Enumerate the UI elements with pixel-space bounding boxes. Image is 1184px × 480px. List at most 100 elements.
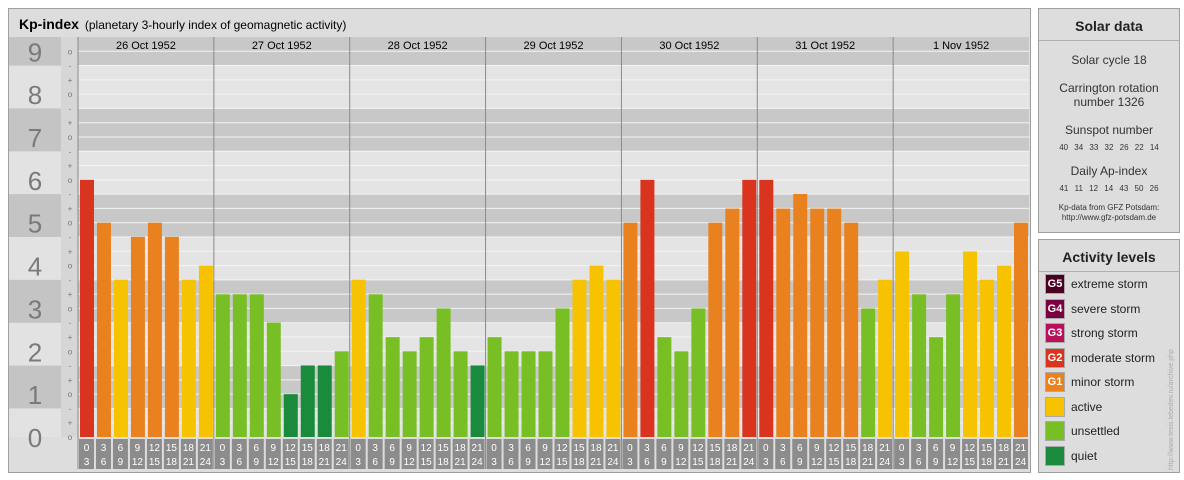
carrington-line1: Carrington rotation	[1059, 81, 1159, 95]
kp-bar	[266, 322, 281, 437]
minor-tick-label: -	[69, 362, 72, 371]
interval-start-label: 12	[556, 443, 568, 454]
minor-tick-label: -	[69, 319, 72, 328]
kp-bar	[538, 351, 553, 437]
y-tick-label: 2	[28, 337, 42, 367]
activity-levels-panel: Activity levels G5 extreme storm G4 severe …	[1038, 239, 1180, 473]
interval-box	[146, 439, 162, 469]
interval-end-label: 15	[285, 457, 297, 468]
interval-box	[248, 439, 264, 469]
interval-start-label: 3	[101, 443, 107, 454]
interval-box	[418, 439, 434, 469]
kp-bar	[589, 265, 604, 437]
interval-start-label: 3	[237, 443, 243, 454]
interval-start-label: 21	[879, 443, 891, 454]
kp-bar	[878, 279, 893, 437]
kp-bar	[487, 337, 502, 437]
interval-end-label: 3	[84, 457, 90, 468]
activity-label: extreme storm	[1071, 277, 1148, 291]
kp-bar	[436, 308, 451, 437]
activity-label: active	[1071, 399, 1103, 414]
interval-box	[316, 439, 332, 469]
kp-bar	[249, 294, 264, 437]
minor-tick-label: o	[68, 304, 73, 313]
interval-box	[384, 439, 400, 469]
kp-bar	[368, 294, 383, 437]
axis-band	[9, 322, 61, 366]
kp-bar	[776, 208, 791, 437]
interval-box	[1013, 439, 1028, 469]
interval-box	[928, 439, 944, 469]
kp-bar	[283, 394, 298, 437]
activity-swatch: G3	[1045, 323, 1065, 343]
minor-tick-label: -	[69, 190, 72, 199]
interval-box	[809, 439, 825, 469]
interval-start-label: 15	[573, 443, 585, 454]
interval-end-label: 24	[336, 457, 348, 468]
interval-end-label: 18	[573, 457, 585, 468]
kp-bar	[181, 279, 196, 437]
axis-band	[9, 279, 61, 323]
interval-box	[571, 439, 587, 469]
interval-end-label: 9	[389, 457, 395, 468]
kp-bar	[929, 337, 944, 437]
interval-start-label: 18	[998, 443, 1010, 454]
minor-tick-label: -	[69, 62, 72, 71]
interval-start-label: 0	[491, 443, 497, 454]
interval-end-label: 24	[607, 457, 619, 468]
y-tick-label: 0	[28, 423, 42, 453]
interval-start-label: 0	[763, 443, 769, 454]
interval-box	[486, 439, 502, 469]
carrington-line2: number 1326	[1073, 95, 1145, 109]
kp-band	[78, 236, 1029, 280]
interval-box	[945, 439, 961, 469]
day-label: 28 Oct 1952	[388, 40, 448, 52]
interval-box	[333, 439, 349, 469]
interval-start-label: 15	[981, 443, 993, 454]
axis-band	[9, 408, 61, 437]
y-tick-label: 4	[28, 252, 42, 282]
day-label: 27 Oct 1952	[252, 40, 312, 52]
interval-box	[690, 439, 706, 469]
interval-end-label: 15	[421, 457, 433, 468]
kp-bar	[351, 279, 366, 437]
interval-box	[979, 439, 995, 469]
interval-end-label: 15	[964, 457, 976, 468]
interval-end-label: 12	[404, 457, 416, 468]
minor-tick-label: +	[68, 333, 73, 342]
interval-box	[826, 439, 842, 469]
interval-start-label: 6	[389, 443, 395, 454]
interval-box	[554, 439, 570, 469]
kp-band	[78, 194, 1029, 237]
interval-end-label: 21	[590, 457, 602, 468]
kp-bar	[606, 279, 621, 437]
solar-data-panel: Solar data Solar cycle 18 Carrington rot…	[1038, 8, 1180, 233]
activity-swatch: G5	[1045, 274, 1065, 294]
interval-start-label: 12	[964, 443, 976, 454]
interval-start-label: 3	[372, 443, 378, 454]
activity-label: minor storm	[1071, 375, 1135, 389]
interval-start-label: 21	[607, 443, 619, 454]
minor-tick-label: +	[68, 119, 73, 128]
interval-start-label: 9	[406, 443, 412, 454]
interval-start-label: 15	[438, 443, 450, 454]
interval-box	[520, 439, 536, 469]
interval-end-label: 3	[355, 457, 361, 468]
minor-tick-label: +	[68, 247, 73, 256]
activity-level-minor-storm: G1 minor storm	[1045, 372, 1134, 392]
interval-end-label: 21	[319, 457, 331, 468]
interval-end-label: 21	[183, 457, 195, 468]
interval-start-label: 0	[355, 443, 361, 454]
interval-end-label: 12	[268, 457, 280, 468]
interval-start-label: 12	[828, 443, 840, 454]
interval-box	[231, 439, 247, 469]
axis-band	[9, 37, 61, 66]
interval-end-label: 15	[692, 457, 704, 468]
interval-end-label: 21	[455, 457, 467, 468]
minor-tick-label: +	[68, 290, 73, 299]
interval-end-label: 6	[916, 457, 922, 468]
interval-start-label: 0	[84, 443, 90, 454]
interval-end-label: 24	[879, 457, 891, 468]
activity-swatch	[1045, 396, 1065, 417]
